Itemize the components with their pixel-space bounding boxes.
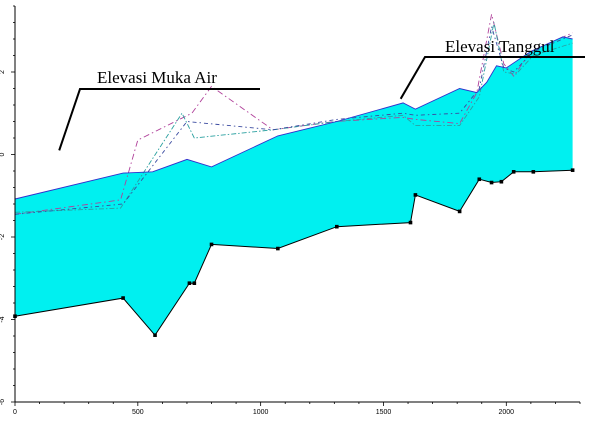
embankment-line — [14, 36, 573, 200]
y-tick-label--2: -2 — [0, 234, 6, 240]
annotation-embankment: Elevasi Tanggul — [445, 37, 555, 56]
profile-line-4 — [14, 26, 573, 215]
bed-point-7 — [335, 224, 339, 229]
x-tick-label-2000: 2000 — [499, 409, 515, 416]
x-tick-label-0: 0 — [13, 409, 17, 416]
y-tick-label--6: -6 — [0, 399, 6, 405]
annotation-embankment-leader — [399, 56, 585, 100]
bed-points-layer — [13, 168, 575, 337]
x-tick-label-1500: 1500 — [376, 409, 392, 416]
bed-point-14 — [511, 170, 516, 174]
profile-line-3 — [14, 22, 573, 213]
bed-point-10 — [457, 209, 462, 214]
bed-point-16 — [570, 168, 575, 172]
annotations-layer: Elevasi Muka Air Elevasi Tanggul — [58, 37, 585, 151]
y-tick-label--4: -4 — [0, 316, 6, 322]
annotation-water-level-leader — [58, 88, 260, 151]
x-tick-label-500: 500 — [132, 409, 144, 416]
bed-point-9 — [413, 193, 418, 197]
bed-point-11 — [477, 177, 482, 182]
bed-point-8 — [408, 220, 413, 225]
bed-point-6 — [276, 246, 280, 251]
channel-fill-layer — [15, 36, 573, 336]
bed-point-13 — [499, 179, 504, 184]
bed-point-3 — [187, 281, 192, 285]
annotation-water-level: Elevasi Muka Air — [97, 68, 217, 87]
bed-point-4 — [192, 281, 197, 285]
bed-point-1 — [121, 296, 125, 300]
x-tick-label-1000: 1000 — [253, 409, 269, 416]
bed-point-15 — [531, 170, 536, 174]
channel-area — [15, 36, 573, 336]
y-tick-label-0: 0 — [0, 152, 6, 156]
bed-point-2 — [153, 333, 157, 337]
bed-point-12 — [489, 180, 494, 185]
bed-point-5 — [209, 242, 214, 247]
profile-line-2 — [14, 14, 573, 215]
axes-layer: 0 500 1000 1500 2000 -6 -4 -2 0 2 — [0, 5, 581, 416]
y-tick-label-2: 2 — [0, 70, 6, 74]
